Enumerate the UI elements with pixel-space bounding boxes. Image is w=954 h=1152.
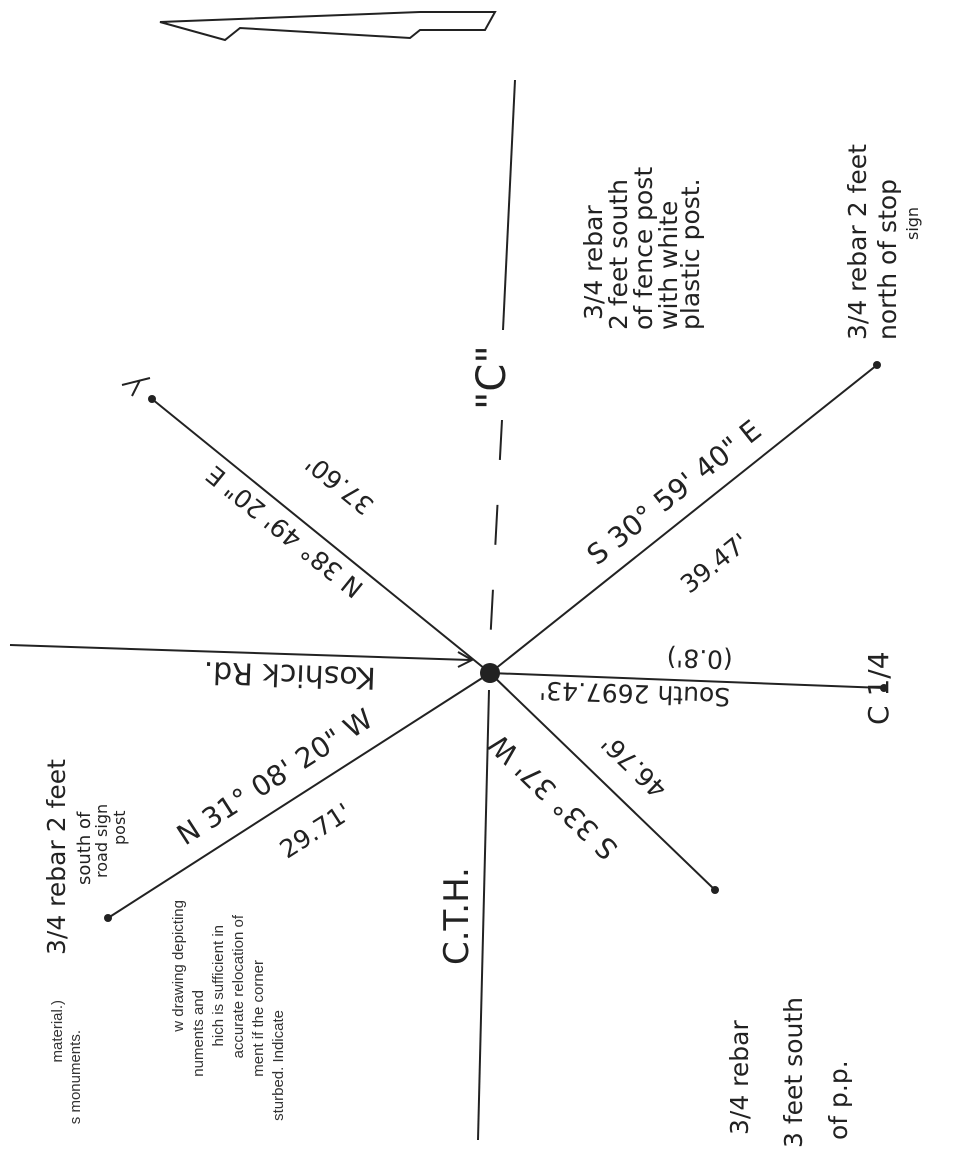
distance: (0.8') bbox=[666, 643, 733, 674]
monument bbox=[711, 886, 719, 894]
form-text: material.) bbox=[49, 1000, 66, 1063]
distance: 29.71' bbox=[275, 797, 357, 864]
distance: 46.76' bbox=[596, 728, 673, 803]
tie-sheet: 3/4 rebar 2 feet south of fence post wit… bbox=[0, 0, 954, 1152]
pin-symbol bbox=[122, 378, 150, 396]
note: 3/4 rebar bbox=[725, 1020, 754, 1135]
bearing: N 31° 08' 20" W bbox=[171, 702, 379, 852]
note: sign bbox=[903, 207, 922, 240]
note: 3 feet south bbox=[779, 997, 808, 1148]
monument bbox=[873, 361, 881, 369]
tie-line bbox=[108, 673, 490, 918]
monument bbox=[148, 395, 156, 403]
road-line bbox=[503, 80, 515, 330]
road-label: Koshick Rd. bbox=[203, 654, 376, 695]
road-line bbox=[490, 420, 502, 645]
north-arrow bbox=[160, 12, 495, 40]
note: of p.p. bbox=[824, 1060, 853, 1140]
form-text: numents and bbox=[190, 990, 207, 1077]
form-text: w drawing depicting bbox=[170, 900, 187, 1033]
form-text: ment if the corner bbox=[250, 960, 267, 1077]
tie-line bbox=[152, 399, 490, 673]
note: post bbox=[110, 810, 129, 845]
road-label: C.T.H. bbox=[437, 867, 477, 965]
road-line bbox=[478, 690, 489, 1140]
road-label: "C" bbox=[469, 345, 515, 410]
note: 3/4 rebar 2 feet bbox=[843, 144, 872, 340]
form-text: sturbed. Indicate bbox=[270, 1010, 287, 1121]
corner-label: C 1/4 bbox=[862, 651, 895, 725]
corner bbox=[480, 663, 500, 683]
distance: 37.60' bbox=[300, 449, 379, 521]
note: plastic post. bbox=[676, 178, 705, 330]
form-text: accurate relocation of bbox=[230, 914, 247, 1058]
note: north of stop bbox=[873, 179, 902, 340]
note: 3/4 rebar 2 feet bbox=[42, 759, 71, 955]
form-text: hich is sufficient in bbox=[210, 925, 227, 1046]
monument bbox=[104, 914, 112, 922]
note: road sign bbox=[92, 804, 111, 878]
distance: 39.47' bbox=[675, 528, 754, 600]
form-text: s monuments. bbox=[67, 1030, 84, 1124]
tie-line bbox=[490, 365, 877, 673]
